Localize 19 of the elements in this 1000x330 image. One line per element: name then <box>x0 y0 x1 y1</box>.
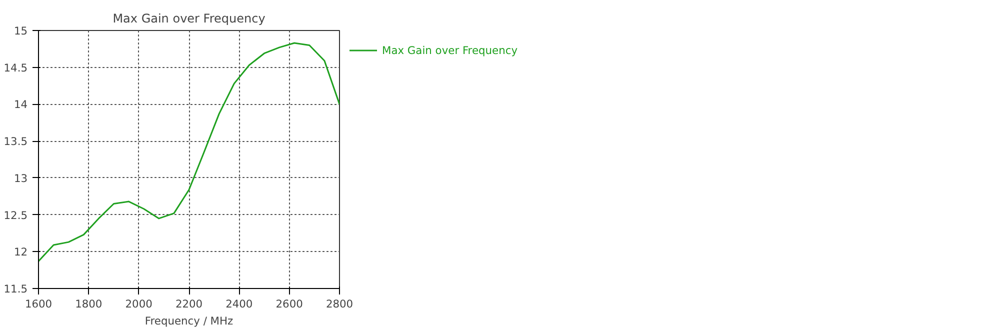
x-tick-label: 2400 <box>226 298 253 310</box>
y-tick-label: 15 <box>14 24 28 38</box>
y-tick-label: 13 <box>14 172 28 185</box>
x-tick-label: 2000 <box>125 298 153 310</box>
line-series <box>38 42 340 262</box>
x-axis-title: Frequency / MHz <box>144 314 234 328</box>
x-tick-label: 2600 <box>276 298 304 310</box>
y-tick-label: 14 <box>14 98 28 112</box>
x-tick-label: 1800 <box>75 298 102 310</box>
chart-title: Max Gain over Frequency <box>112 12 266 26</box>
x-tick-label: 2800 <box>326 298 354 310</box>
y-tick-label: 11.5 <box>4 282 28 296</box>
y-tick-label: 12.5 <box>4 208 28 222</box>
x-tick-label: 1600 <box>24 298 52 310</box>
y-tick-label: 14.5 <box>4 61 28 74</box>
y-tick-label: 12 <box>14 246 28 259</box>
x-tick-label: 2200 <box>175 298 203 310</box>
y-tick-label: 13.5 <box>4 135 28 148</box>
legend-label: Max Gain over Frequency <box>382 44 518 56</box>
